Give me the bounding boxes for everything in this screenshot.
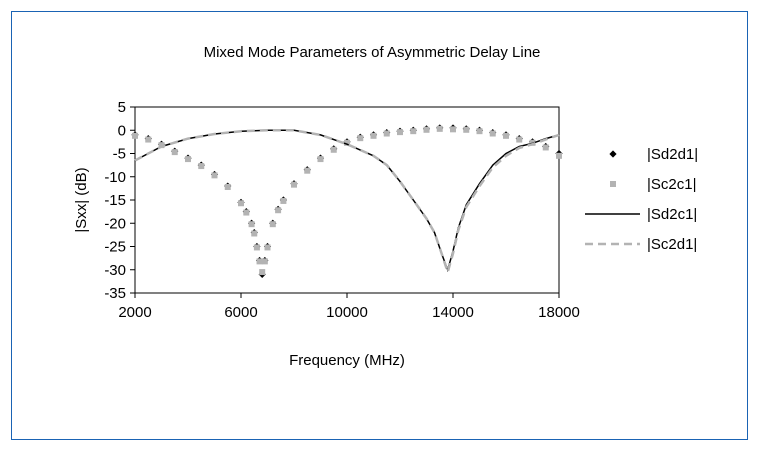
x-tick-label: 10000: [326, 304, 368, 321]
data-point: [436, 125, 443, 132]
chart-frame: Mixed Mode Parameters of Asymmetric Dela…: [11, 11, 748, 440]
chart-title: Mixed Mode Parameters of Asymmetric Dela…: [204, 44, 541, 61]
x-tick-label: 2000: [118, 304, 151, 321]
data-point: [198, 163, 205, 170]
data-point: [261, 258, 268, 265]
data-point: [450, 126, 456, 133]
y-tick-label: -5: [113, 146, 126, 163]
data-point: [280, 197, 287, 204]
data-point: [330, 146, 337, 153]
data-point: [275, 207, 282, 214]
y-tick-label: -20: [104, 215, 126, 232]
data-point: [476, 128, 483, 135]
data-point: [171, 149, 178, 156]
data-point: [248, 221, 255, 228]
data-point: [463, 126, 470, 133]
data-point: [158, 142, 165, 149]
data-point: [259, 269, 266, 276]
data-point: [317, 156, 324, 163]
legend: |Sd2d1| |Sc2c1| |Sd2c1| |Sc2d1|: [585, 146, 698, 253]
legend-swatch: [610, 181, 616, 187]
legend-label: |Sd2d1|: [647, 146, 698, 163]
series-line: [134, 129, 560, 277]
x-axis: 2000 6000 10000 14000 18000: [118, 293, 580, 321]
data-point: [238, 200, 244, 207]
data-point: [516, 136, 523, 143]
data-point: [370, 132, 377, 139]
data-point: [251, 230, 258, 237]
data-point: [344, 139, 350, 146]
data-point: [145, 136, 152, 143]
legend-swatch: [609, 150, 617, 158]
legend-label: |Sc2d1|: [647, 236, 697, 253]
data-point: [253, 244, 260, 251]
x-tick-label: 6000: [224, 304, 257, 321]
y-tick-label: -35: [104, 285, 126, 302]
y-tick-label: -30: [104, 262, 126, 279]
data-point: [383, 130, 390, 137]
y-tick-label: -10: [104, 169, 126, 186]
data-point: [291, 181, 297, 188]
legend-label: |Sd2c1|: [647, 206, 697, 223]
data-point: [556, 152, 562, 159]
legend-label: |Sc2c1|: [647, 176, 696, 193]
y-axis-label: |Sxx| (dB): [73, 167, 90, 232]
data-point: [423, 126, 430, 133]
data-point: [503, 132, 509, 139]
y-axis: 5 0 -5 -10 -15 -20 -25 -30 -35: [104, 99, 135, 302]
y-tick-label: 0: [118, 122, 126, 139]
data-point: [269, 221, 276, 228]
plot-area: [134, 106, 560, 294]
data-point: [243, 209, 250, 216]
x-axis-label: Frequency (MHz): [289, 352, 405, 369]
y-tick-label: -15: [104, 192, 126, 209]
data-point: [132, 132, 138, 139]
x-tick-label: 18000: [538, 304, 580, 321]
data-point: [410, 128, 417, 135]
data-point: [211, 172, 218, 179]
x-tick-label: 14000: [432, 304, 474, 321]
data-point: [357, 135, 364, 142]
plot-series: [131, 124, 563, 278]
data-point: [397, 129, 403, 136]
chart-svg: Mixed Mode Parameters of Asymmetric Dela…: [73, 44, 698, 369]
data-point: [304, 167, 311, 174]
data-point: [489, 130, 496, 137]
data-point: [185, 156, 191, 163]
y-tick-label: -25: [104, 239, 126, 256]
data-point: [256, 258, 263, 265]
data-point: [224, 183, 231, 190]
data-point: [542, 144, 549, 151]
data-point: [264, 244, 271, 251]
y-tick-label: 5: [118, 99, 126, 116]
